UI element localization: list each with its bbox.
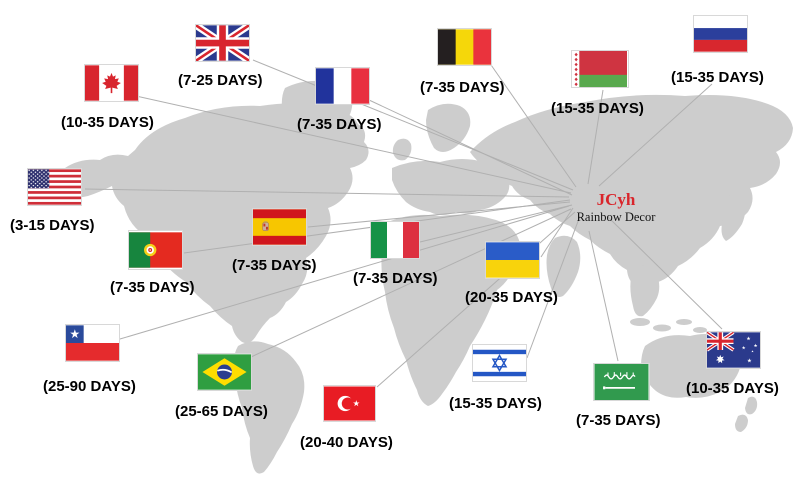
connection-line-ukraine (540, 207, 574, 258)
indonesia-island (653, 324, 671, 332)
flag-belarus-icon (571, 50, 629, 88)
flag-ukraine-icon (485, 241, 540, 279)
connection-line-usa (84, 188, 570, 198)
shipping-days-label: (20-35 DAYS) (465, 289, 558, 306)
flag-chile-icon (65, 324, 120, 362)
shipping-days-label: (15-35 DAYS) (449, 395, 542, 412)
continent-asia (470, 94, 793, 290)
shipping-days-label: (3-15 DAYS) (10, 217, 95, 234)
flag-saudi-arabia-icon (593, 363, 650, 401)
connection-lines (84, 59, 723, 388)
flag-spain-icon (252, 208, 307, 246)
brand: JCyh Rainbow Decor (561, 190, 671, 225)
flag-turkey-icon (323, 385, 376, 422)
shipping-days-label: (7-35 DAYS) (576, 412, 661, 429)
connection-line-canada (135, 95, 572, 194)
scandinavia (426, 103, 471, 152)
shipping-days-label: (25-90 DAYS) (43, 378, 136, 395)
flag-australia-icon (706, 331, 761, 369)
connection-line-russia (598, 83, 713, 187)
flag-belgium-icon (437, 28, 492, 66)
shipping-days-label: (7-35 DAYS) (232, 257, 317, 274)
connection-line-italy (419, 204, 573, 243)
flag-israel-icon (472, 344, 527, 382)
flag-italy-icon (370, 221, 420, 259)
new-zealand (735, 414, 748, 432)
connection-line-uk (252, 59, 574, 191)
brand-subtitle: Rainbow Decor (576, 209, 656, 224)
shipping-days-label: (7-35 DAYS) (353, 270, 438, 287)
connection-line-israel (526, 215, 581, 359)
new-zealand (745, 396, 758, 415)
connection-line-chile (119, 205, 570, 340)
connection-line-brazil (250, 208, 572, 358)
shipping-days-label: (7-35 DAYS) (110, 279, 195, 296)
continent-north-america (53, 103, 369, 344)
shipping-days-label: (10-35 DAYS) (61, 114, 154, 131)
connection-line-turkey (376, 211, 576, 388)
brand-name: JCyh (596, 190, 636, 209)
connection-line-belarus (587, 89, 604, 185)
connection-line-spain (307, 201, 571, 228)
shipping-days-label: (7-35 DAYS) (420, 79, 505, 96)
flag-france-icon (315, 67, 370, 105)
flag-brazil-icon (197, 353, 252, 391)
flag-canada-icon (84, 64, 139, 102)
connection-line-australia (606, 215, 723, 330)
connection-line-belgium (488, 61, 577, 188)
indonesia-island (693, 327, 707, 333)
shipping-days-label: (10-35 DAYS) (686, 380, 779, 397)
british-isles (392, 138, 412, 161)
indonesia-island (676, 319, 692, 325)
flag-usa-icon (27, 168, 82, 206)
southeast-asia (630, 265, 660, 317)
japan (721, 194, 746, 241)
connection-line-france (368, 99, 573, 196)
shipping-days-label: (7-35 DAYS) (297, 116, 382, 133)
connection-line-saudi (588, 230, 619, 362)
flag-portugal-icon (128, 230, 183, 270)
shipping-days-label: (25-65 DAYS) (175, 403, 268, 420)
india (546, 235, 581, 297)
flag-russia-icon (693, 15, 748, 53)
shipping-days-label: (7-25 DAYS) (178, 72, 263, 89)
shipping-days-label: (20-40 DAYS) (300, 434, 393, 451)
flag-uk-icon (195, 24, 250, 62)
indonesia-island (630, 318, 650, 326)
shipping-days-label: (15-35 DAYS) (671, 69, 764, 86)
shipping-days-label: (15-35 DAYS) (551, 100, 644, 117)
